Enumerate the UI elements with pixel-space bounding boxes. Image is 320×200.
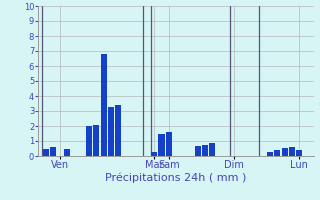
Bar: [115, 105, 121, 156]
Bar: [202, 145, 208, 156]
Bar: [209, 142, 215, 156]
Bar: [267, 152, 273, 156]
Bar: [86, 126, 92, 156]
Bar: [100, 54, 107, 156]
Bar: [166, 132, 172, 156]
Bar: [296, 150, 302, 156]
Bar: [64, 148, 70, 156]
Bar: [151, 152, 157, 156]
Bar: [195, 146, 201, 156]
Bar: [274, 150, 280, 156]
Bar: [282, 148, 288, 156]
Bar: [108, 106, 114, 156]
Bar: [43, 148, 49, 156]
Bar: [93, 124, 100, 156]
Bar: [289, 147, 295, 156]
X-axis label: Précipitations 24h ( mm ): Précipitations 24h ( mm ): [105, 173, 247, 183]
Bar: [158, 134, 164, 156]
Bar: [50, 147, 56, 156]
